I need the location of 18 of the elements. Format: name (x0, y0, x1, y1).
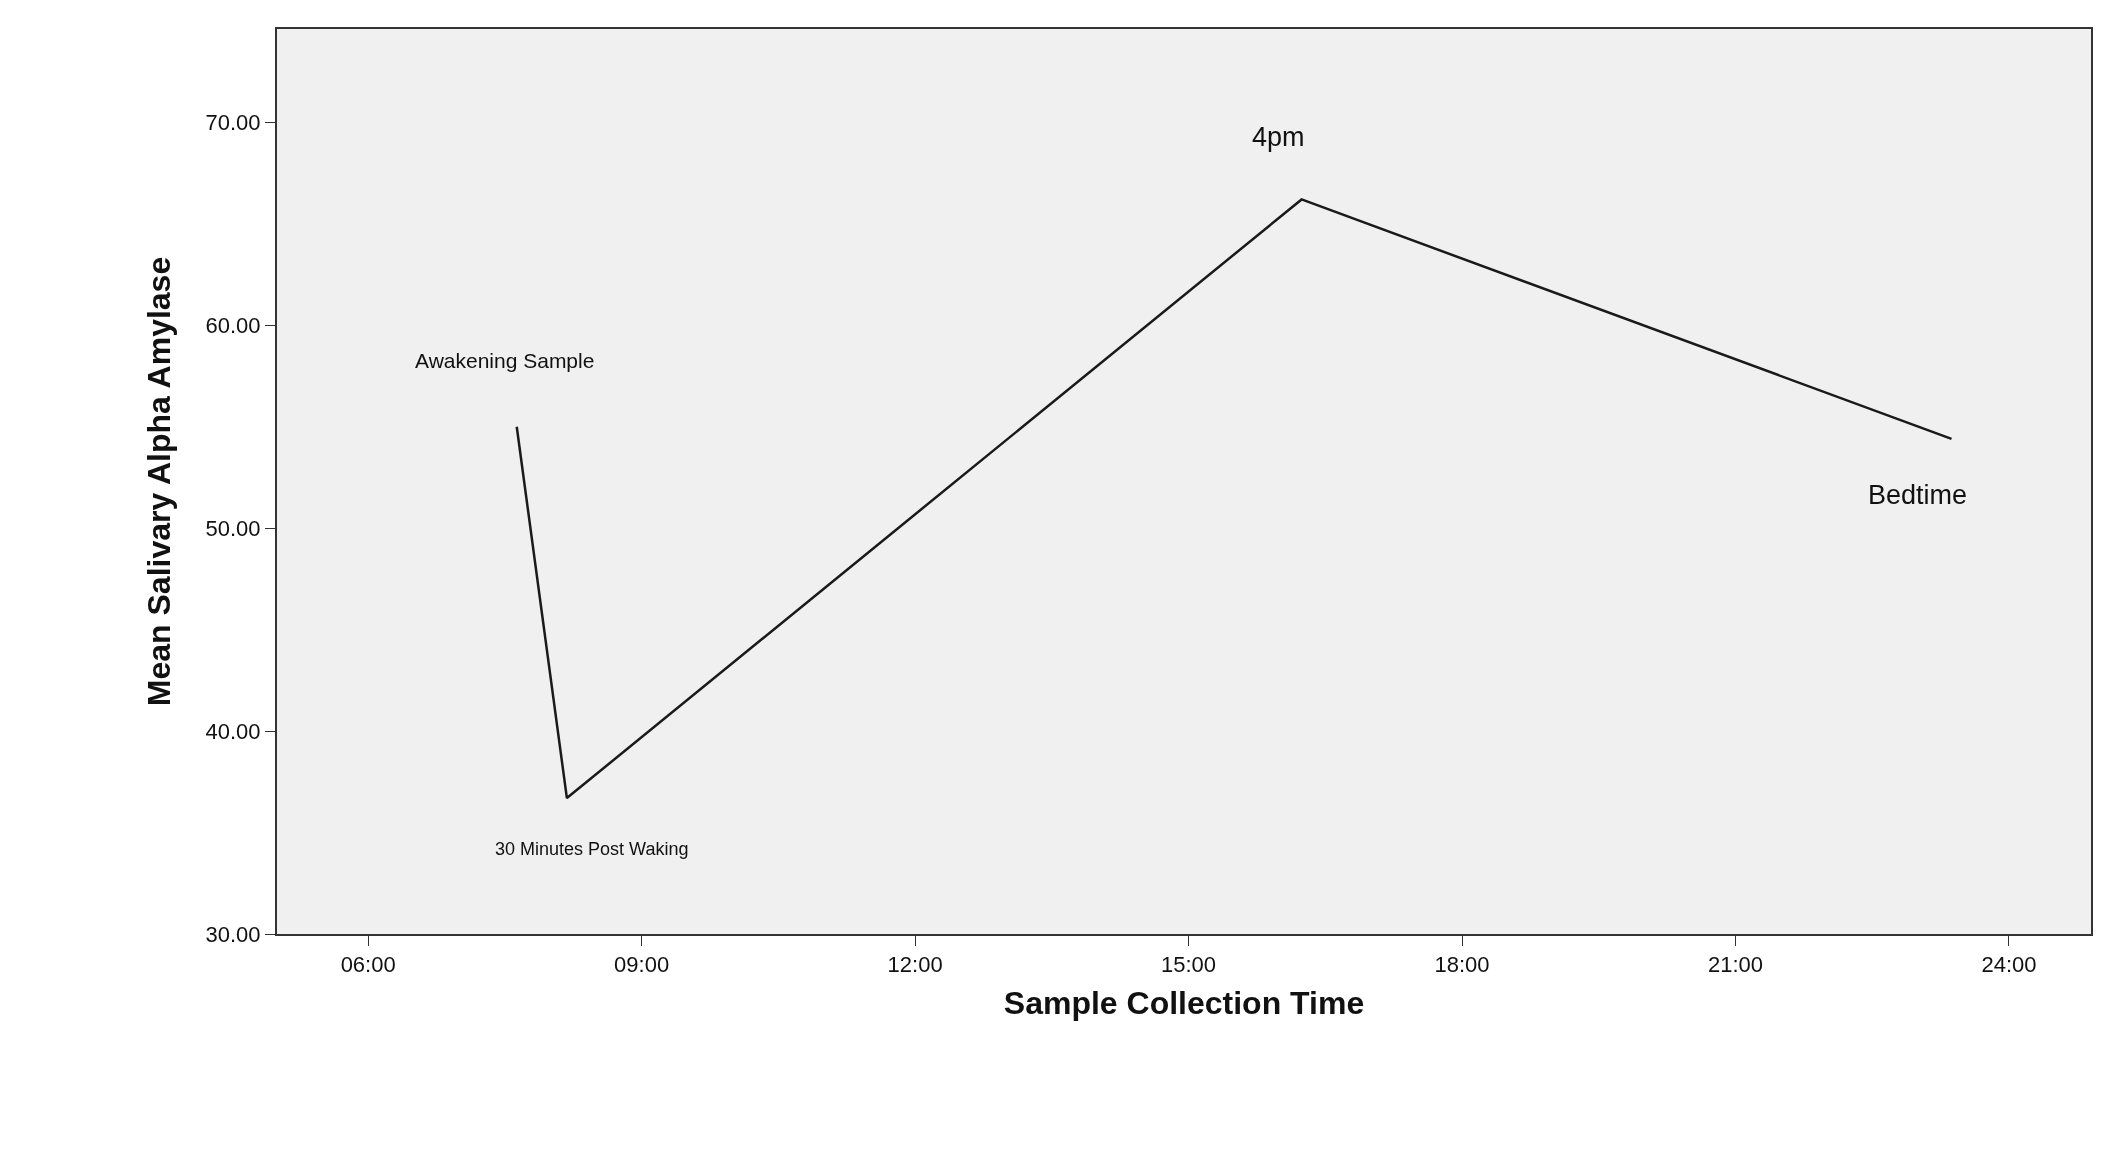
x-tick-label: 24:00 (1981, 952, 2037, 978)
x-tick-label: 21:00 (1707, 952, 1764, 978)
y-axis-title: Mean Salivary Alpha Amylase (141, 256, 178, 707)
x-tick-label: 06:00 (340, 952, 396, 978)
x-tick-label: 18:00 (1434, 952, 1490, 978)
y-tick-label: 40.00 (205, 718, 261, 744)
x-tick-label: 15:00 (1161, 952, 1217, 978)
annotation: 4pm (1252, 122, 1305, 152)
x-tick-label: 09:00 (614, 952, 670, 978)
x-tick-label: 12:00 (887, 952, 943, 978)
annotation: Bedtime (1868, 480, 1968, 510)
y-tick-label: 30.00 (205, 921, 261, 947)
x-axis-title: Sample Collection Time (1003, 984, 1365, 1021)
y-tick-label: 70.00 (205, 110, 261, 136)
annotation: Awakening Sample (415, 349, 595, 372)
y-tick-label: 60.00 (205, 312, 261, 338)
annotation: 30 Minutes Post Waking (495, 839, 689, 859)
y-tick-label: 50.00 (205, 515, 261, 541)
